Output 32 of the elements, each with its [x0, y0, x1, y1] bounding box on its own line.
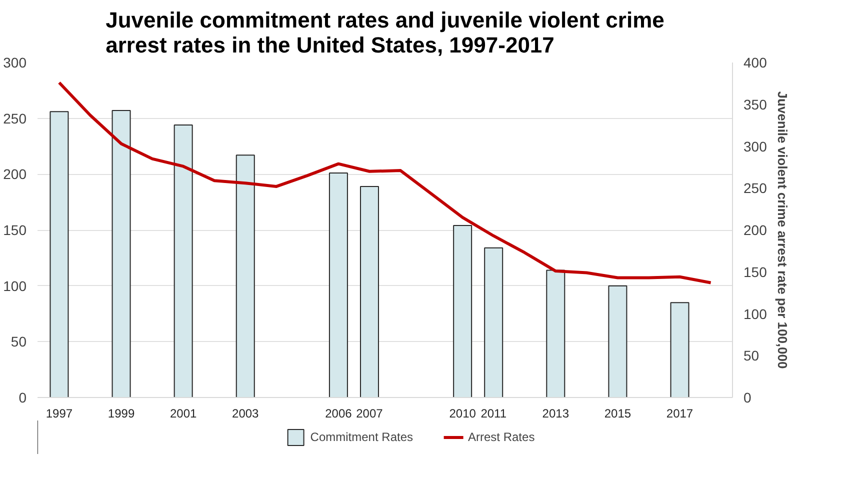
y2-tick-label: 350: [744, 96, 768, 112]
y-tick-label: 300: [3, 54, 27, 70]
y-tick-label: 100: [3, 278, 27, 294]
y2-tick-label: 100: [744, 306, 768, 322]
x-tick-label: 2015: [604, 406, 632, 420]
y-tick-label: 200: [3, 166, 27, 182]
y2-axis-title: Juvenile violent crime arrest rate per 100,000: [774, 91, 790, 369]
x-tick-label: 2003: [232, 406, 260, 420]
chart-title: Juvenile commitment rates and juvenile violent crime arrest rates in the United States, 1997-2017: [106, 8, 664, 58]
y2-tick-label: 150: [744, 264, 768, 280]
x-tick-label: 2007: [356, 406, 384, 420]
line-series: [58, 81, 712, 284]
y2-tick-label: 400: [744, 54, 768, 70]
legend-label: Commitment Rates: [310, 430, 414, 444]
x-tick-label: 1997: [46, 406, 73, 420]
y-tick-label: 50: [10, 334, 27, 350]
x-tick-label: 2010: [449, 406, 476, 420]
y2-tick-label: 250: [744, 180, 768, 196]
y2-tick-label: 300: [744, 138, 768, 154]
y-tick-label: 250: [3, 110, 27, 126]
x-tick-label: 2013: [542, 406, 570, 420]
x-tick-label: 2001: [170, 406, 197, 420]
x-tick-label: 2017: [666, 406, 694, 420]
y2-tick-label: 0: [744, 390, 752, 406]
legend-label: Arrest Rates: [468, 430, 535, 444]
x-tick-label: 2006: [325, 406, 352, 420]
y2-tick-label: 50: [744, 348, 760, 364]
x-tick-label: 1999: [108, 406, 135, 420]
y-tick-label: 150: [3, 222, 27, 238]
x-tick-label: 2011: [480, 406, 507, 420]
y2-tick-label: 200: [744, 222, 768, 238]
y-tick-label: 0: [18, 390, 27, 406]
